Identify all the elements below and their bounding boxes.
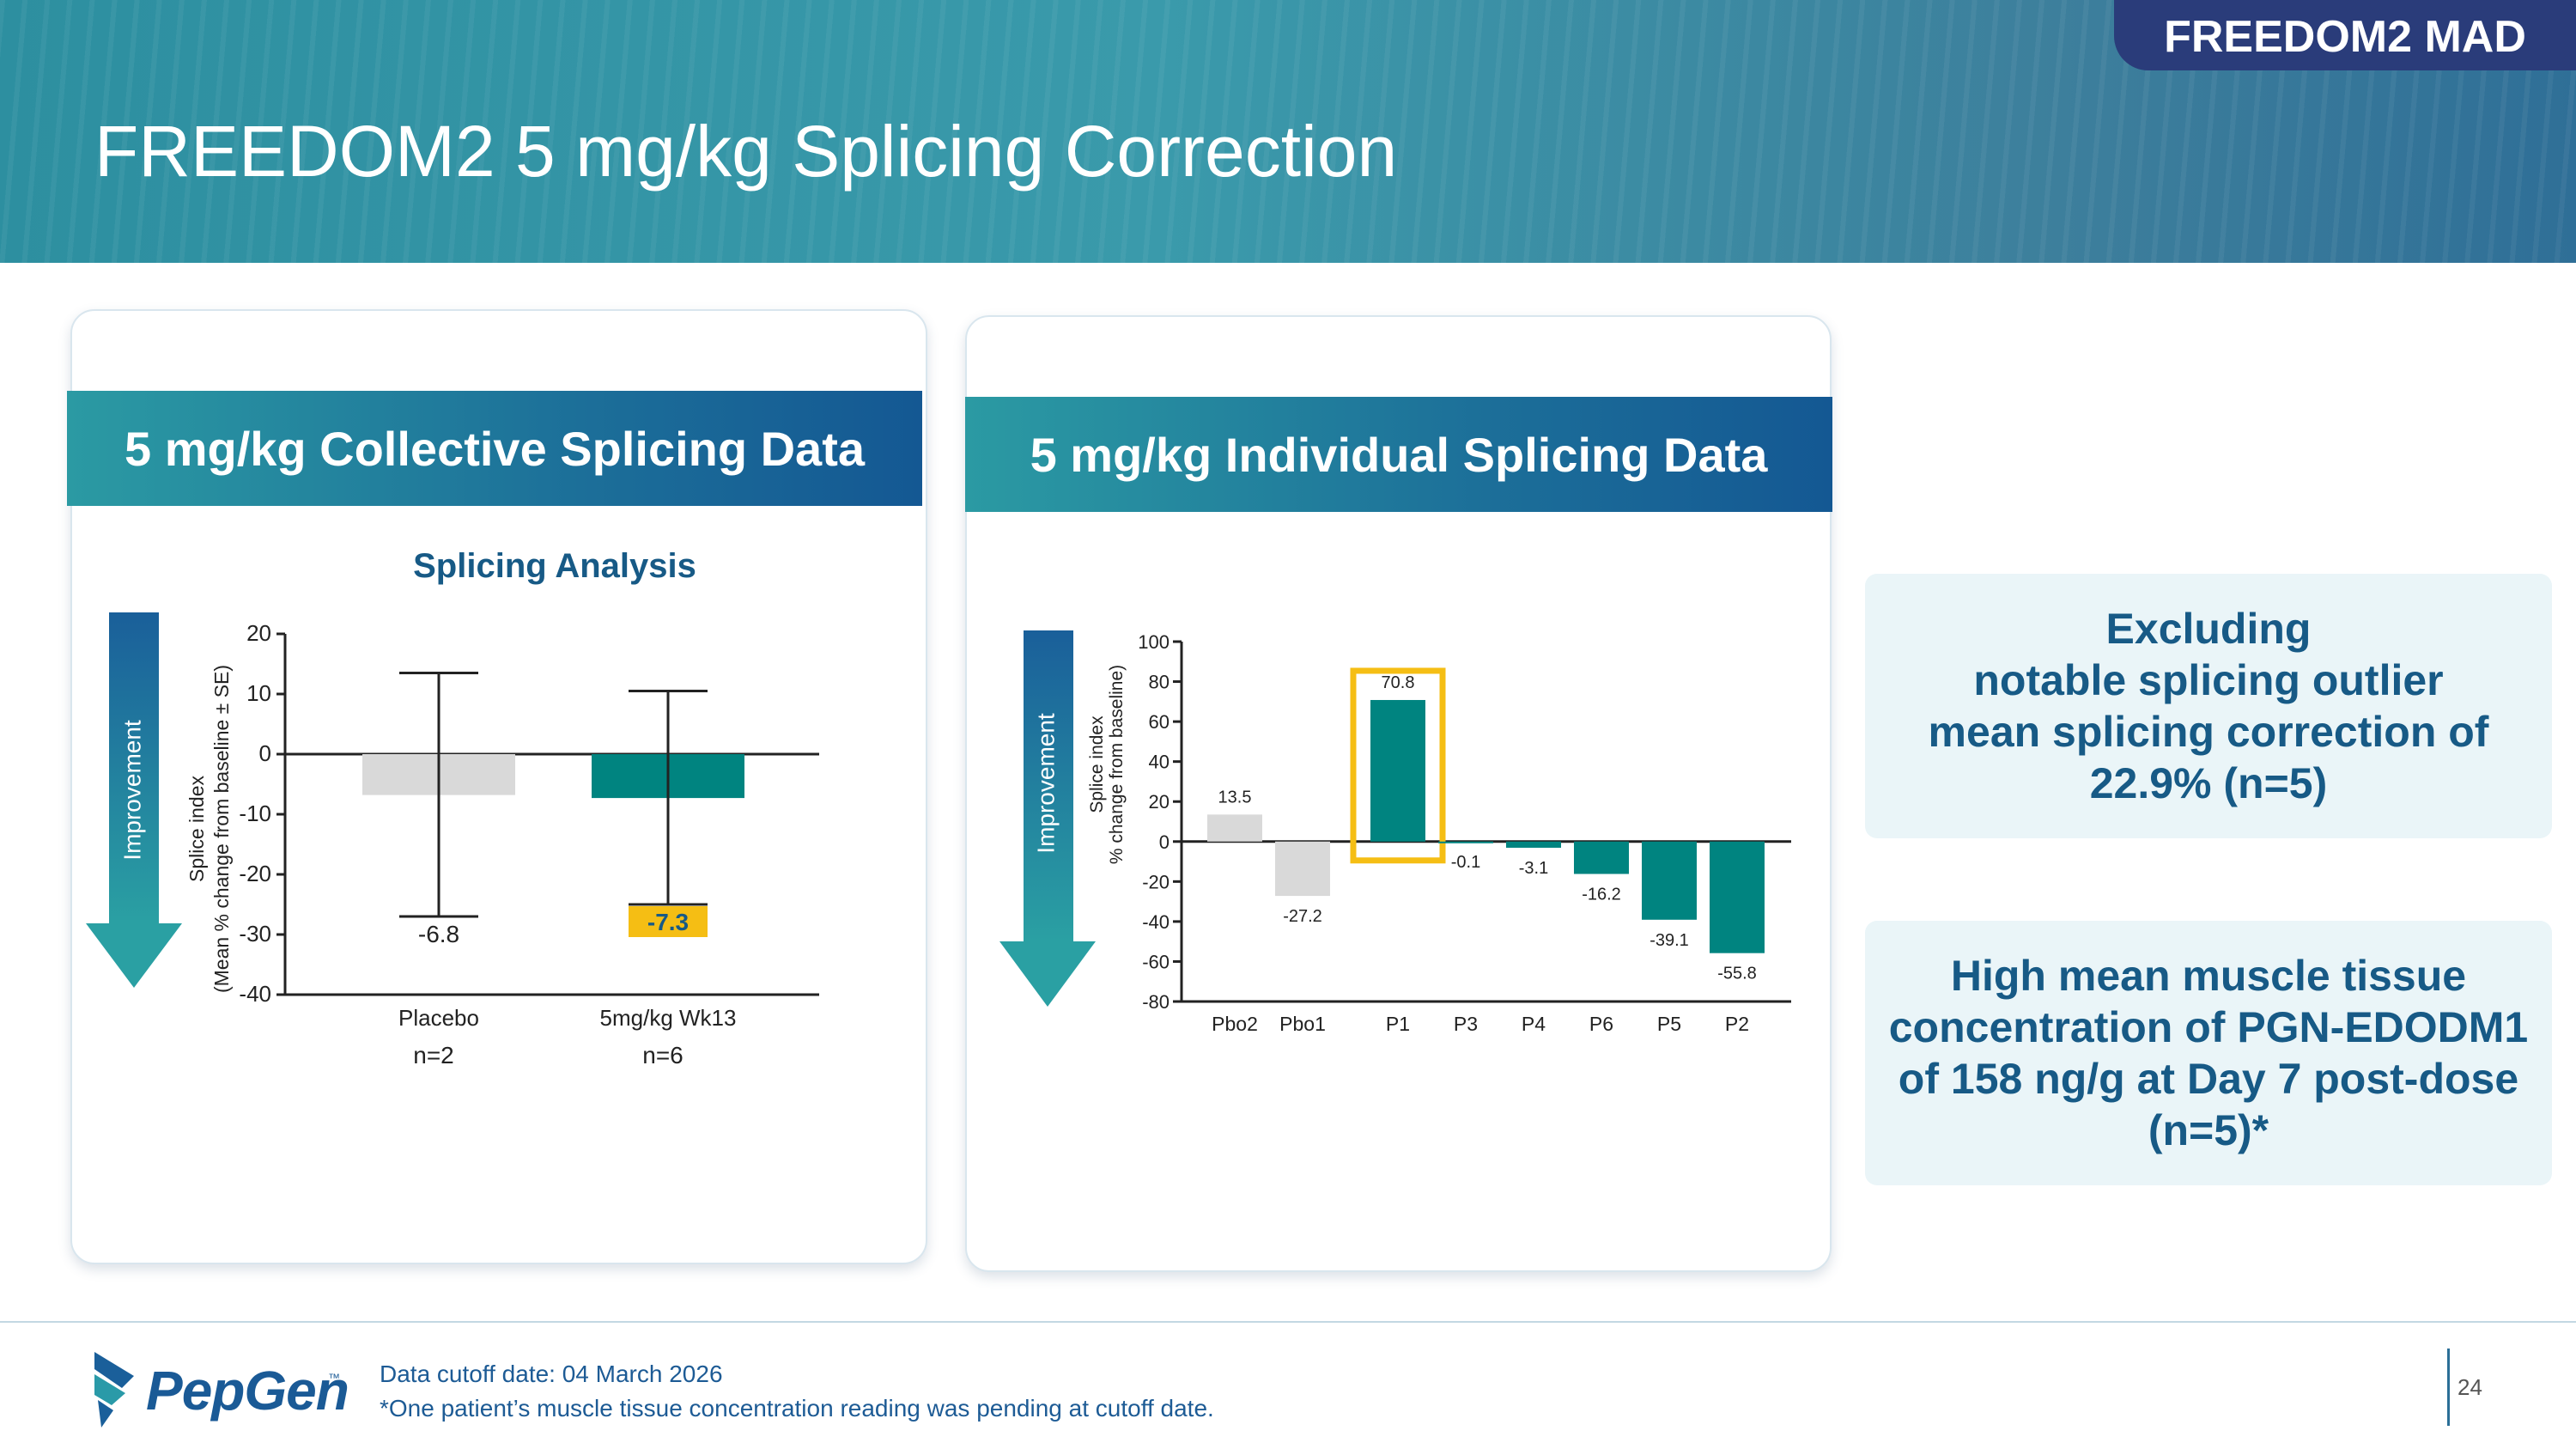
bar: [1574, 841, 1629, 874]
page-title: FREEDOM2 5 mg/kg Splicing Correction: [94, 111, 1398, 192]
x-tick-sublabel: n=6: [642, 1042, 683, 1068]
value-label: -27.2: [1283, 907, 1322, 926]
bar: [1275, 841, 1330, 897]
value-label: -55.8: [1717, 965, 1757, 983]
value-label-highlight: [629, 906, 708, 937]
y-tick-label: 80: [1149, 672, 1170, 693]
y-tick-label: 20: [246, 620, 271, 646]
callout-line: High mean muscle tissue: [1950, 952, 2467, 1000]
y-tick-label: -20: [239, 861, 271, 886]
callout-line: Excluding: [2105, 605, 2312, 653]
pepgen-logo-text: PepGen: [146, 1360, 349, 1422]
x-tick-label: Placebo: [398, 1005, 479, 1031]
x-tick-label: P4: [1522, 1013, 1546, 1035]
bar: [1438, 841, 1493, 843]
tissue-concentration-callout: High mean muscle tissue concentration of…: [1865, 921, 2552, 1185]
value-label: 13.5: [1218, 788, 1252, 807]
y-axis-label-line2: (Mean % change from baseline ± SE): [210, 665, 233, 993]
y-tick-label: 10: [246, 680, 271, 706]
value-label: -0.1: [1451, 853, 1480, 872]
section-tag: FREEDOM2 MAD: [2114, 0, 2576, 70]
y-tick-label: -10: [239, 801, 271, 826]
pending-reading-note: *One patient’s muscle tissue concentrati…: [380, 1395, 1214, 1422]
callout-line: 22.9% (n=5): [2089, 759, 2328, 807]
pepgen-logo-mark: [94, 1352, 134, 1428]
data-cutoff-note: Data cutoff date: 04 March 2026: [380, 1361, 723, 1387]
x-tick-label: Pbo2: [1212, 1013, 1258, 1035]
individual-splicing-chart: Improvement Splice index % change from b…: [999, 630, 1791, 1035]
y-tick-label: 100: [1138, 631, 1170, 653]
individual-splicing-banner: 5 mg/kg Individual Splicing Data: [965, 397, 1832, 512]
page-number: 24: [2458, 1374, 2482, 1400]
x-tick-label: 5mg/kg Wk13: [600, 1005, 737, 1031]
y-tick-label: 20: [1149, 791, 1170, 813]
y-axis-label-line2: % change from baseline): [1107, 665, 1127, 864]
x-tick-label: P6: [1589, 1013, 1613, 1035]
chart-title: Splicing Analysis: [413, 547, 696, 585]
bar: [1370, 699, 1425, 842]
improvement-arrow: Improvement: [86, 612, 182, 988]
y-axis-label-line1: Splice index: [1087, 715, 1107, 813]
y-axis-label-line1: Splice index: [185, 775, 208, 882]
y-tick-label: -60: [1142, 951, 1170, 972]
value-label: -39.1: [1649, 931, 1689, 950]
bar: [1506, 841, 1561, 848]
callout-line: (n=5)*: [2148, 1106, 2269, 1154]
x-tick-label: P5: [1657, 1013, 1681, 1035]
collective-splicing-banner: 5 mg/kg Collective Splicing Data: [67, 391, 922, 506]
value-label: 70.8: [1382, 673, 1415, 692]
y-tick-label: -40: [1142, 911, 1170, 933]
y-tick-label: 0: [259, 740, 271, 766]
y-tick-label: -80: [1142, 991, 1170, 1013]
trademark-mark: ™: [328, 1371, 340, 1385]
x-tick-label: Pbo1: [1279, 1013, 1326, 1035]
y-tick-label: -40: [239, 981, 271, 1007]
improvement-arrow: Improvement: [999, 630, 1096, 1007]
collective-splicing-chart: Improvement Splicing Analysis Splice ind…: [86, 547, 819, 1068]
y-tick-label: -30: [239, 921, 271, 947]
callout-line: of 158 ng/g at Day 7 post-dose: [1898, 1055, 2519, 1103]
y-tick-label: 60: [1149, 711, 1170, 733]
value-label: -16.2: [1582, 885, 1621, 904]
y-tick-label: 40: [1149, 752, 1170, 773]
value-label: -3.1: [1519, 859, 1548, 878]
callout-line: notable splicing outlier: [1973, 656, 2444, 704]
y-tick-label: 0: [1159, 831, 1170, 853]
callout-line: concentration of PGN-EDODM1: [1888, 1003, 2529, 1051]
improvement-label: Improvement: [1032, 713, 1059, 854]
footnotes: Data cutoff date: 04 March 2026 *One pat…: [380, 1357, 1214, 1426]
y-tick-label: -20: [1142, 871, 1170, 892]
value-label: -7.3: [647, 909, 689, 935]
page-number-divider: [2447, 1349, 2450, 1426]
outlier-highlight-box: [1350, 667, 1446, 864]
x-tick-sublabel: n=2: [413, 1042, 454, 1068]
x-tick-label: P3: [1454, 1013, 1478, 1035]
x-tick-label: P2: [1725, 1013, 1749, 1035]
bar: [1710, 841, 1765, 953]
outlier-excluded-callout: Excluding notable splicing outlier mean …: [1865, 574, 2552, 838]
callout-line: mean splicing correction of: [1928, 708, 2489, 756]
x-tick-label: P1: [1386, 1013, 1410, 1035]
value-label: -6.8: [418, 921, 459, 947]
footer-divider: [0, 1321, 2576, 1323]
bar: [1642, 841, 1697, 920]
improvement-label: Improvement: [118, 720, 145, 861]
bar: [1207, 814, 1262, 842]
